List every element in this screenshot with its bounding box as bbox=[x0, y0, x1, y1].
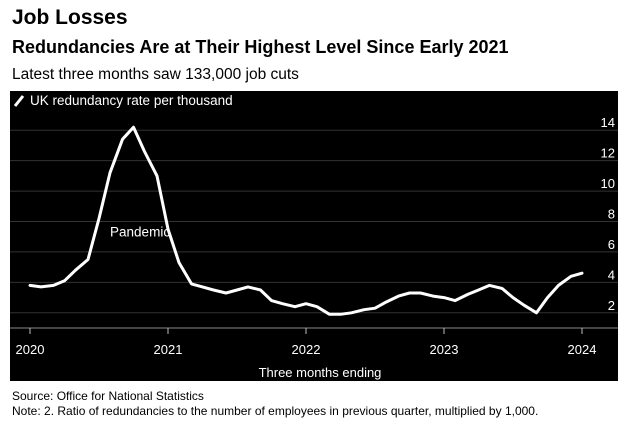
x-axis-title: Three months ending bbox=[259, 365, 382, 380]
y-tick-label: 4 bbox=[608, 267, 615, 282]
source-note: Source: Office for National Statistics bbox=[12, 389, 204, 403]
x-tick-label: 2020 bbox=[16, 342, 45, 357]
x-tick-label: 2022 bbox=[292, 342, 321, 357]
line-chart: 2 4 6 8 10 12 14 2020 2021 2022 2023 2024 Three mont… bbox=[10, 93, 618, 380]
y-tick-label: 10 bbox=[601, 176, 615, 191]
y-tick-label: 8 bbox=[608, 207, 615, 222]
y-tick-label: 2 bbox=[608, 298, 615, 313]
x-tick-label: 2021 bbox=[154, 342, 183, 357]
chart-headline: Redundancies Are at Their Highest Level … bbox=[12, 37, 509, 57]
chart-subhead: Latest three months saw 133,000 job cuts bbox=[12, 66, 299, 83]
y-tick-label: 14 bbox=[601, 115, 615, 130]
footnote: Note: 2. Ratio of redundancies to the nu… bbox=[12, 404, 539, 418]
annotation-label: Pandemic bbox=[110, 225, 170, 240]
x-tick-label: 2024 bbox=[568, 342, 597, 357]
y-tick-label: 6 bbox=[608, 237, 615, 252]
chart-kicker: Job Losses bbox=[12, 6, 128, 29]
legend-label: UK redundancy rate per thousand bbox=[30, 93, 233, 108]
chart-panel: 2 4 6 8 10 12 14 2020 2021 2022 2023 2024 Three mont… bbox=[10, 91, 618, 381]
x-tick-label: 2023 bbox=[430, 342, 459, 357]
y-tick-label: 12 bbox=[601, 146, 615, 161]
series-line bbox=[28, 125, 584, 316]
legend-swatch bbox=[13, 95, 25, 107]
